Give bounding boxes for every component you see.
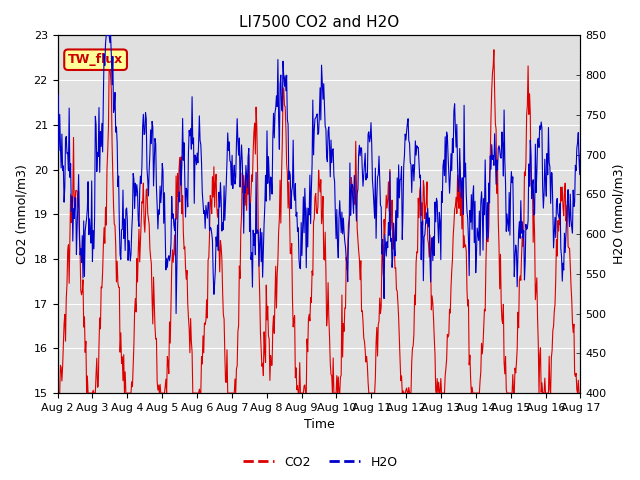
Title: LI7500 CO2 and H2O: LI7500 CO2 and H2O <box>239 15 399 30</box>
Y-axis label: H2O (mmol/m3): H2O (mmol/m3) <box>612 164 625 264</box>
Legend: CO2, H2O: CO2, H2O <box>237 451 403 474</box>
Y-axis label: CO2 (mmol/m3): CO2 (mmol/m3) <box>15 164 28 264</box>
Text: TW_flux: TW_flux <box>68 53 124 66</box>
X-axis label: Time: Time <box>303 419 334 432</box>
